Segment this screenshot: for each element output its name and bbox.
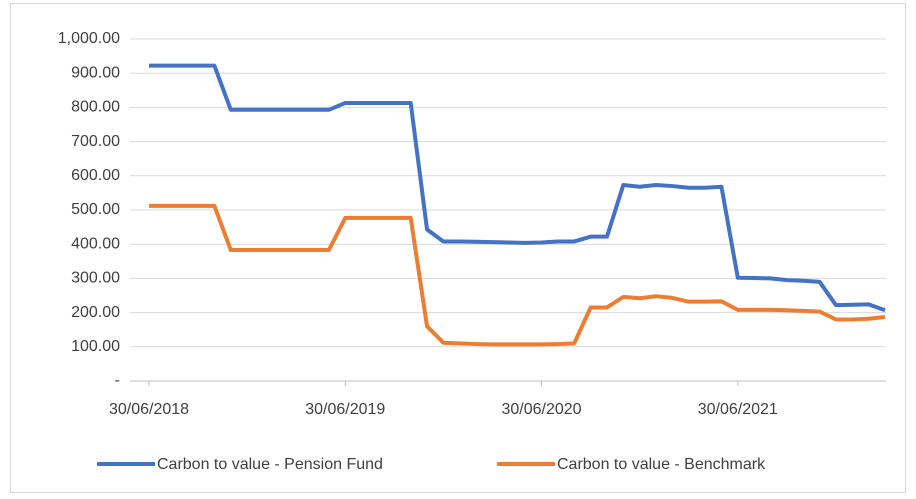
x-tick-label: 30/06/2021 (698, 401, 778, 418)
y-tick-label: 600.00 (71, 167, 120, 184)
series-line (149, 63, 886, 313)
y-tick-label: 1,000.00 (58, 30, 120, 47)
y-tick-label: 800.00 (71, 99, 120, 116)
series-line (149, 203, 886, 347)
y-tick-label: 200.00 (71, 304, 120, 321)
chart-border (10, 3, 906, 493)
y-tick-label: 700.00 (71, 133, 120, 150)
y-tick-label: 300.00 (71, 270, 120, 287)
x-tick-label: 30/06/2019 (305, 401, 385, 418)
y-tick-label: 100.00 (71, 338, 120, 355)
y-tick-label: - (115, 372, 120, 389)
legend-label: Carbon to value - Pension Fund (157, 456, 383, 473)
y-tick-label: 900.00 (71, 64, 120, 81)
y-tick-label: 500.00 (71, 201, 120, 218)
y-tick-label: 400.00 (71, 235, 120, 252)
legend-label: Carbon to value - Benchmark (557, 456, 766, 473)
x-tick-label: 30/06/2020 (501, 401, 581, 418)
x-tick-label: 30/06/2018 (109, 401, 189, 418)
